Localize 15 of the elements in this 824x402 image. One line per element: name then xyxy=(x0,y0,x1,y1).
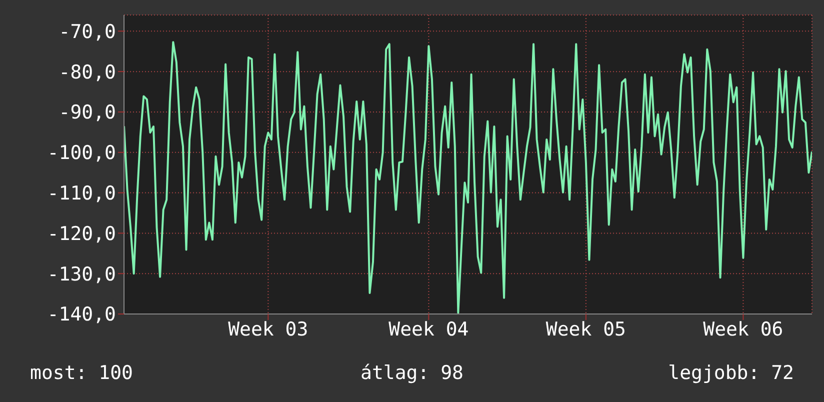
y-tick-label: -80,0 xyxy=(58,61,116,84)
text: most: 100 xyxy=(30,362,133,384)
x-tick-label: Week 05 xyxy=(546,318,626,340)
x-tick-label: Week 03 xyxy=(228,318,308,340)
text: legjobb: 72 xyxy=(668,362,794,384)
y-tick-label: -130,0 xyxy=(47,263,116,286)
x-tick-label: Week 04 xyxy=(388,318,469,340)
y-tick-label: -110,0 xyxy=(47,182,116,205)
y-tick-label: -70,0 xyxy=(58,20,116,43)
text: átlag: 98 xyxy=(360,362,464,384)
y-tick-label: -120,0 xyxy=(47,222,116,245)
y-tick-label: -90,0 xyxy=(58,102,116,124)
y-tick-label: -100,0 xyxy=(47,142,116,164)
y-tick-label: -140,0 xyxy=(47,304,116,326)
x-tick-label: Week 06 xyxy=(703,318,784,340)
